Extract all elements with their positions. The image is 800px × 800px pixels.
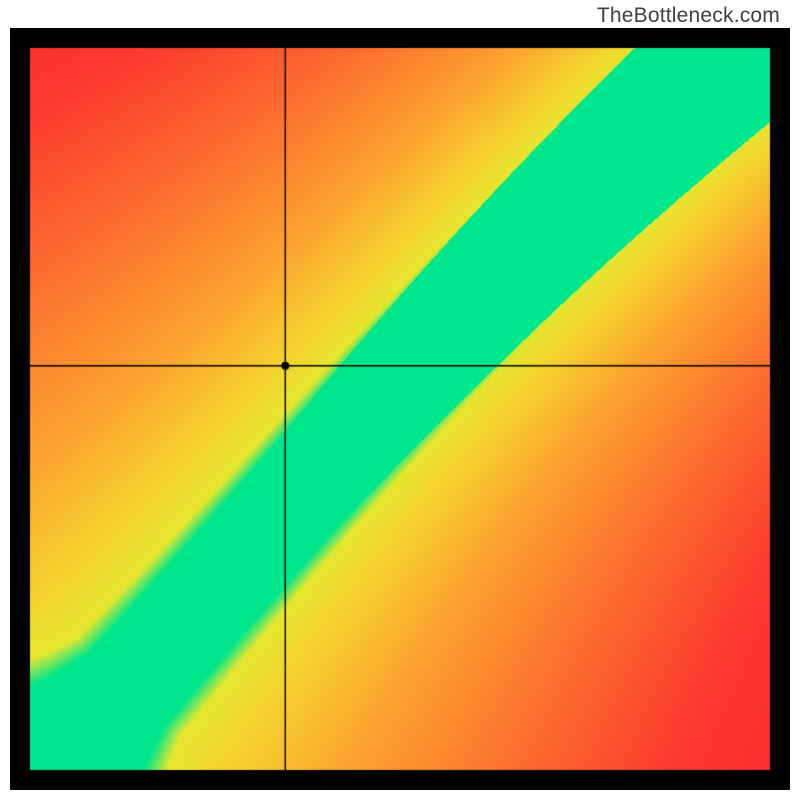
plot-area (10, 28, 790, 790)
chart-container: TheBottleneck.com (0, 0, 800, 800)
watermark-text: TheBottleneck.com (597, 4, 780, 28)
heatmap-canvas (10, 28, 790, 790)
